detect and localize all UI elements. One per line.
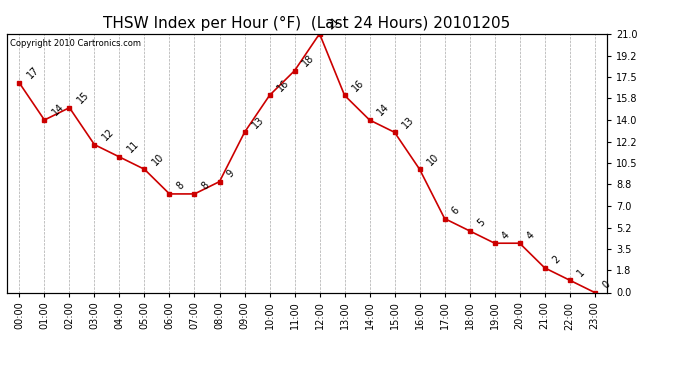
Text: 12: 12 [100, 127, 116, 142]
Text: 10: 10 [425, 152, 441, 167]
Text: 17: 17 [25, 65, 41, 81]
Title: THSW Index per Hour (°F)  (Last 24 Hours) 20101205: THSW Index per Hour (°F) (Last 24 Hours)… [104, 16, 511, 31]
Text: 2: 2 [550, 254, 562, 266]
Text: 13: 13 [250, 114, 266, 130]
Text: 11: 11 [125, 139, 141, 155]
Text: 8: 8 [200, 180, 211, 192]
Text: 14: 14 [375, 102, 391, 118]
Text: 4: 4 [500, 230, 511, 241]
Text: 18: 18 [300, 53, 316, 69]
Text: 5: 5 [475, 217, 486, 229]
Text: 0: 0 [600, 279, 611, 290]
Text: 13: 13 [400, 114, 416, 130]
Text: 16: 16 [275, 78, 290, 93]
Text: 9: 9 [225, 168, 237, 180]
Text: 10: 10 [150, 152, 166, 167]
Text: 6: 6 [450, 205, 462, 216]
Text: 4: 4 [525, 230, 537, 241]
Text: 8: 8 [175, 180, 186, 192]
Text: 16: 16 [350, 78, 366, 93]
Text: 21: 21 [325, 16, 341, 32]
Text: 15: 15 [75, 90, 91, 105]
Text: Copyright 2010 Cartronics.com: Copyright 2010 Cartronics.com [10, 39, 141, 48]
Text: 1: 1 [575, 267, 586, 278]
Text: 14: 14 [50, 102, 66, 118]
